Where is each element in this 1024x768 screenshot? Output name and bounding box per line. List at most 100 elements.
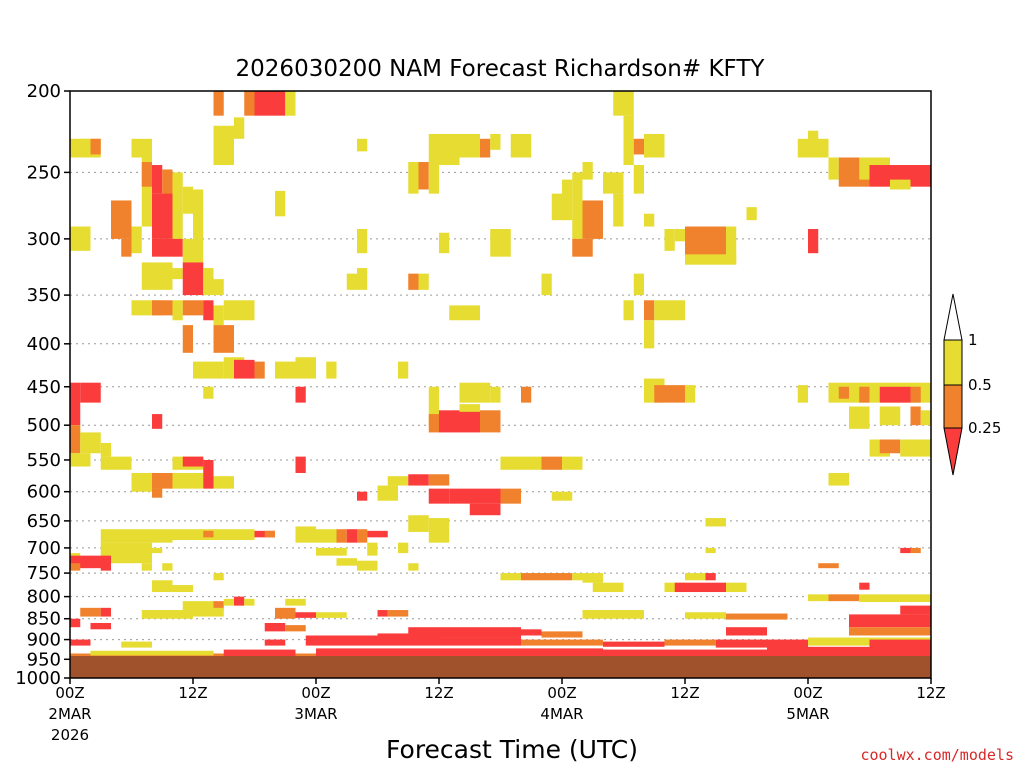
heatmap-cell-0.5-1: [336, 558, 357, 566]
heatmap-cell-0.5-1: [357, 138, 368, 152]
heatmap-cell-0.5-1: [141, 563, 152, 571]
heatmap-cell-<0.25: [234, 596, 245, 606]
heatmap-cell-0.5-1: [90, 650, 214, 656]
heatmap-cell-<0.25: [767, 646, 931, 658]
heatmap-cell-<0.25: [603, 641, 665, 647]
heatmap-cell-0.5-1: [685, 612, 726, 619]
heatmap-cell-0.25-0.5: [521, 386, 532, 403]
heatmap-cell-0.25-0.5: [213, 325, 234, 353]
heatmap-cell-0.5-1: [182, 601, 214, 611]
heatmap-cell-<0.25: [264, 622, 286, 632]
heatmap-cell-<0.25: [808, 229, 819, 254]
legend-swatch-0.5-1: [943, 339, 963, 386]
heatmap-cell-0.5-1: [644, 133, 665, 158]
x-axis: 00Z 2MAR 2026 12Z 00Z 3MAR 12Z 00Z 4MAR 12Z 00Z 5MA…: [48, 678, 946, 744]
heatmap-cell-<0.25: [408, 474, 429, 486]
heatmap-cell-0.25-0.5: [336, 529, 347, 543]
heatmap-cell-<0.25: [521, 629, 542, 636]
heatmap-cell-0.5-1: [80, 432, 101, 454]
heatmap-cell-0.25-0.5: [254, 361, 265, 379]
heatmap-cell-0.5-1: [920, 410, 931, 426]
heatmap-cell-0.25-0.5: [213, 601, 224, 611]
heatmap-cell-0.5-1: [705, 547, 716, 554]
heatmap-cell-0.5-1: [633, 165, 644, 194]
heatmap-cell-0.25-0.5: [182, 300, 204, 316]
heatmap-cell-0.5-1: [459, 382, 491, 403]
heatmap-cell-0.25-0.5: [644, 300, 655, 321]
x-tick-label-0: 00Z: [55, 684, 84, 702]
heatmap-cell-0.5-1: [562, 179, 573, 221]
heatmap-cell-0.5-1: [500, 456, 542, 470]
heatmap-cell-0.5-1: [808, 594, 829, 602]
heatmap-cell-0.5-1: [285, 598, 306, 606]
heatmap-cell-0.25-0.5: [910, 406, 921, 426]
x-tick-label-6: 00Z: [793, 684, 822, 702]
heatmap-cell-0.5-1: [418, 273, 429, 290]
heatmap-cell-<0.25: [316, 648, 603, 658]
heatmap-cell-<0.25: [234, 359, 255, 379]
heatmap-cell-0.5-1: [705, 518, 726, 527]
heatmap-cell-<0.25: [203, 459, 214, 473]
heatmap-cell-0.5-1: [326, 361, 337, 379]
heatmap-cell-0.5-1: [100, 456, 132, 470]
heatmap-cell-0.5-1: [623, 300, 634, 321]
heatmap-cell-0.5-1: [172, 472, 204, 489]
heatmap-cell-0.5-1: [295, 526, 316, 543]
heatmap-cell-0.5-1: [100, 442, 111, 457]
x-year-label-0: 2026: [51, 726, 89, 744]
heatmap-cell-0.5-1: [234, 117, 245, 139]
heatmap-cell-0.5-1: [551, 193, 562, 221]
heatmap-cell-0.5-1: [459, 133, 480, 158]
heatmap-cell-0.5-1: [131, 138, 152, 158]
heatmap-cell-0.25-0.5: [90, 138, 101, 155]
heatmap-cell-0.5-1: [162, 563, 173, 571]
heatmap-cell-0.25-0.5: [572, 238, 593, 257]
heatmap-cell-0.5-1: [203, 386, 214, 399]
heatmap-cell-0.5-1: [408, 515, 429, 532]
heatmap-cell-<0.25: [674, 582, 726, 593]
heatmap-cell-0.5-1: [141, 262, 173, 290]
heatmap-cell-0.25-0.5: [152, 472, 173, 489]
heatmap-cell-<0.25: [152, 193, 173, 239]
heatmap-cell-0.5-1: [551, 491, 573, 501]
heatmap-cell-0.5-1: [428, 133, 460, 166]
heatmap-cell-0.5-1: [674, 229, 685, 242]
heatmap-cell-0.25-0.5: [521, 639, 603, 646]
y-tick-label-500: 500: [27, 415, 61, 436]
heatmap-cell-<0.25: [367, 530, 388, 538]
x-date-label-0: 2MAR: [48, 705, 91, 723]
heatmap-cell-0.5-1: [849, 406, 870, 429]
heatmap-cell-0.25-0.5: [264, 530, 275, 538]
heatmap-cell-0.25-0.5: [121, 238, 132, 257]
heatmap-cell-0.25-0.5: [879, 439, 901, 454]
y-axis: 200 250 300 350 400 450 500 550 600 650 700 750 8008…: [15, 81, 70, 689]
heatmap-cell-0.5-1: [398, 542, 409, 554]
heatmap-cell-0.5-1: [428, 518, 450, 543]
plot-area: [69, 90, 932, 679]
heatmap-cell-0.25-0.5: [500, 488, 521, 504]
heatmap-cell-0.5-1: [172, 268, 183, 280]
heatmap-cell-0.25-0.5: [275, 607, 296, 619]
heatmap-cell-0.25-0.5: [357, 529, 368, 543]
heatmap-cell-<0.25: [715, 639, 808, 648]
heatmap-cell-<0.25: [408, 627, 521, 638]
heatmap-cell-0.25-0.5: [428, 474, 450, 486]
heatmap-cell-0.5-1: [685, 385, 696, 403]
x-date-label-2: 3MAR: [294, 705, 337, 723]
heatmap-cell-0.5-1: [357, 229, 368, 254]
chart-title: 2026030200 NAM Forecast Richardson# KFTY: [236, 56, 766, 82]
heatmap-cell-0.25-0.5: [654, 385, 685, 403]
heatmap-cell-<0.25: [377, 633, 439, 646]
y-tick-label-250: 250: [27, 162, 61, 183]
y-tick-label-550: 550: [27, 450, 61, 471]
heatmap-cell-0.5-1: [644, 320, 655, 349]
y-tick-label-650: 650: [27, 511, 61, 532]
heatmap-cell-<0.25: [152, 238, 183, 257]
heatmap-cell-0.25-0.5: [408, 273, 419, 290]
heatmap-cell-0.5-1: [510, 133, 532, 158]
heatmap-cell-0.5-1: [582, 573, 603, 583]
x-tick-label-4: 00Z: [547, 684, 576, 702]
heatmap-cell-0.5-1: [541, 273, 552, 296]
heatmap-cell-<0.25: [295, 612, 316, 618]
heatmap-cell-0.5-1: [223, 598, 234, 606]
